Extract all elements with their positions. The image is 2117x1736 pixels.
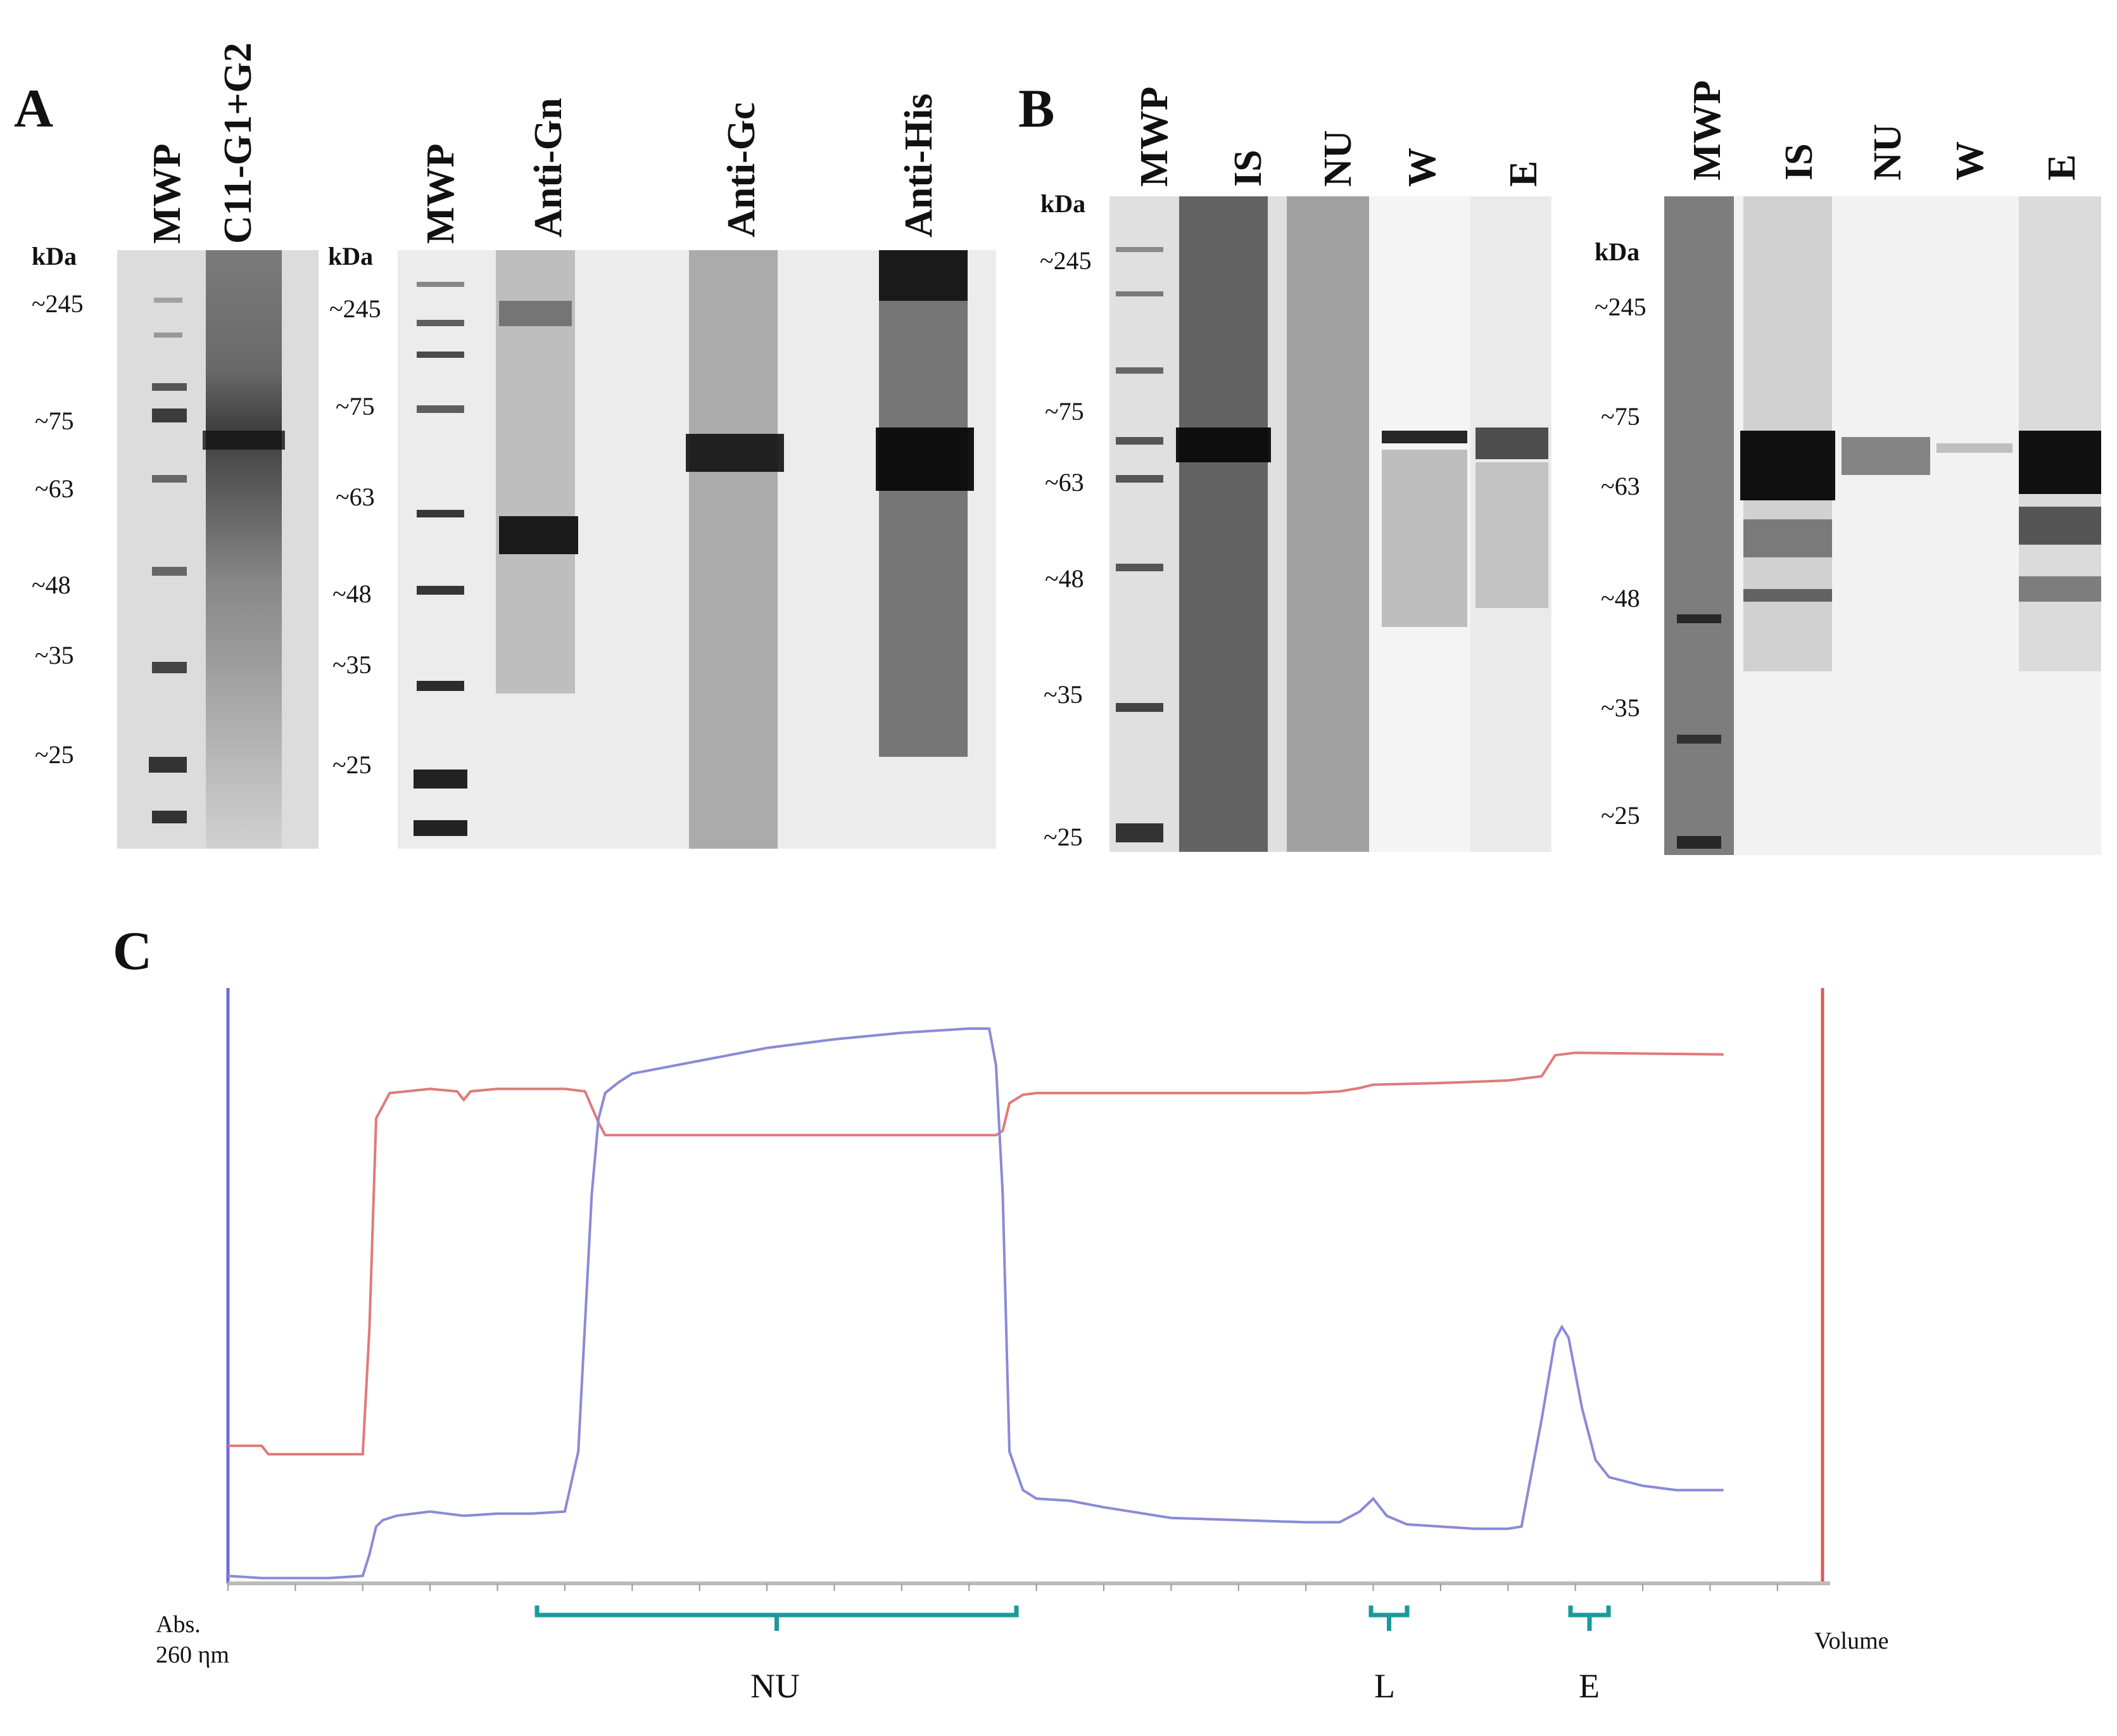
marker-label: ~63: [35, 474, 74, 503]
marker-label: ~35: [1601, 694, 1640, 722]
lane-label-mwp: MWP: [419, 143, 462, 244]
lane-label-e: E: [1502, 160, 1545, 187]
fraction-bracket: [1368, 1606, 1410, 1631]
gel-image-b2: [1664, 196, 2101, 855]
lane-label-is: IS: [1778, 143, 1821, 181]
lane-label-mwp: MWP: [1133, 86, 1176, 187]
absorbance-line: [227, 1027, 1724, 1580]
marker-label: ~245: [329, 295, 381, 323]
fraction-bracket: [1568, 1606, 1611, 1631]
marker-label: ~35: [1044, 680, 1083, 709]
marker-label: ~25: [1601, 801, 1640, 830]
marker-label: ~35: [332, 650, 372, 679]
gel-image-a1: [117, 250, 319, 849]
marker-label: ~75: [1045, 397, 1084, 426]
fraction-label-nu: NU: [750, 1667, 800, 1705]
fraction-bracket: [534, 1606, 1019, 1631]
gel-image-a2: [398, 250, 996, 849]
marker-label: ~63: [336, 483, 375, 511]
marker-label: ~48: [332, 580, 372, 608]
marker-label: ~63: [1045, 468, 1084, 497]
chromatogram: [209, 975, 1868, 1669]
lane-label-w: W: [1949, 141, 1992, 181]
marker-label: ~75: [1601, 402, 1640, 431]
lane-label-c11-g1-g2: C11-G1+G2: [217, 42, 260, 244]
kda-unit: kDa: [1040, 189, 1086, 218]
kda-unit: kDa: [1595, 238, 1640, 266]
kda-unit: kDa: [32, 242, 77, 270]
marker-label: ~63: [1601, 472, 1640, 500]
y-axis-label: Abs. 260 ηm: [156, 1611, 229, 1668]
lane-label-mwp: MWP: [146, 143, 189, 244]
lane-label-mwp: MWP: [1686, 80, 1729, 181]
panel-letter-b: B: [1018, 78, 1055, 139]
marker-label: ~75: [336, 392, 375, 421]
marker-label: ~35: [35, 641, 74, 669]
lane-label-nu: NU: [1866, 124, 1909, 181]
marker-label: ~75: [35, 407, 74, 435]
panel-letter-c: C: [113, 920, 153, 981]
gel-image-b1: [1109, 196, 1551, 852]
x-axis-label: Volume: [1814, 1628, 1889, 1654]
conductivity-line: [228, 1051, 1724, 1456]
fraction-label-e: E: [1579, 1667, 1600, 1705]
marker-label: ~48: [1601, 584, 1640, 612]
lane-label-anti-his: Anti-His: [897, 93, 940, 238]
marker-label: ~25: [332, 751, 372, 779]
marker-label: ~48: [1045, 564, 1084, 593]
lane-label-nu: NU: [1317, 130, 1360, 187]
panel-letter-a: A: [14, 78, 54, 139]
lane-label-anti-gc: Anti-Gc: [720, 102, 763, 238]
marker-label: ~25: [1044, 823, 1083, 851]
fraction-brackets: [534, 1606, 1611, 1631]
marker-label: ~245: [32, 289, 84, 318]
marker-label: ~48: [32, 571, 71, 599]
lane-label-anti-gn: Anti-Gn: [527, 98, 570, 238]
marker-label: ~245: [1595, 293, 1646, 321]
marker-label: ~25: [35, 740, 74, 769]
lane-label-w: W: [1401, 148, 1444, 187]
kda-unit: kDa: [328, 242, 374, 270]
fraction-label-l: L: [1374, 1667, 1395, 1705]
lane-label-is: IS: [1227, 149, 1270, 187]
lane-label-e: E: [2040, 154, 2083, 181]
marker-label: ~245: [1040, 246, 1092, 275]
